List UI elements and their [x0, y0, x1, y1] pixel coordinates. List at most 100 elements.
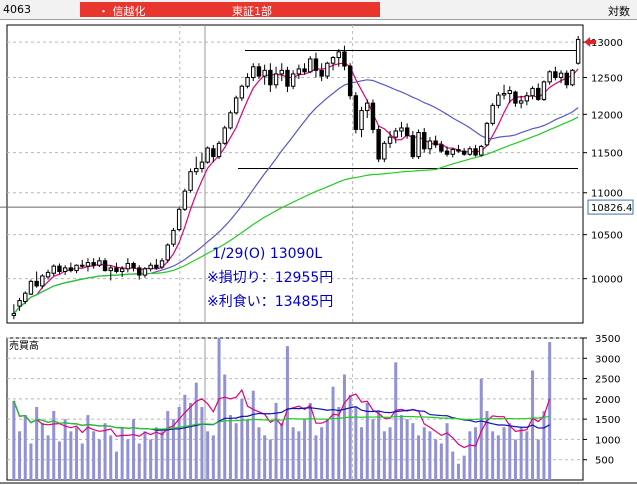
candle: [393, 130, 398, 138]
volume-bar: [280, 423, 284, 480]
volume-bar: [274, 402, 278, 480]
candle: [308, 58, 313, 73]
candle: [536, 87, 541, 100]
volume-bar: [439, 443, 443, 480]
current-price-box: [587, 199, 634, 215]
volume-bar: [428, 431, 432, 480]
stock-chart: 10000 10500 11000 11500 12000 12500 13000 10826…: [0, 24, 637, 484]
candle: [450, 149, 455, 155]
volume-average-line: [13, 400, 550, 430]
candle: [205, 147, 210, 163]
volume-bar: [491, 431, 495, 480]
volume-bar: [285, 346, 289, 480]
candle: [422, 132, 427, 150]
volume-bar: [291, 427, 295, 480]
volume-tick-label: 1000: [595, 435, 620, 446]
volume-bar: [75, 427, 79, 480]
candle: [558, 72, 564, 79]
volume-bar: [405, 419, 409, 480]
volume-bar: [160, 431, 164, 480]
volume-bar: [132, 419, 136, 480]
volume-title: 売買高: [9, 339, 39, 352]
volume-bar: [251, 390, 255, 480]
volume-bar: [171, 419, 175, 480]
volume-bar: [103, 423, 107, 480]
candle: [211, 148, 216, 158]
volume-bar: [502, 427, 506, 480]
candle: [336, 51, 341, 59]
candle: [74, 264, 79, 272]
candle: [541, 81, 547, 100]
candle: [159, 260, 165, 268]
candle: [176, 208, 182, 231]
volume-bar: [462, 455, 466, 480]
volume-bar: [451, 451, 455, 480]
volume-bar: [268, 439, 272, 480]
header-band: [80, 2, 380, 17]
candle: [188, 171, 193, 191]
volume-bar: [479, 378, 483, 480]
candle: [114, 267, 119, 272]
price-tick-label: 11000: [591, 189, 623, 200]
price-tick-label: 11500: [591, 149, 623, 160]
candle: [433, 140, 438, 146]
candle: [416, 132, 421, 158]
volume-bar: [348, 394, 352, 480]
credit-label: ・ 信越化: [98, 5, 146, 18]
volume-bar: [12, 400, 16, 480]
price-panel: [6, 24, 584, 324]
candle: [251, 66, 256, 79]
candle: [125, 262, 131, 270]
candle: [496, 94, 501, 106]
price-tick-label: 13000: [591, 38, 623, 49]
volume-bar: [69, 431, 73, 480]
candle: [17, 300, 22, 307]
volume-bar: [394, 362, 398, 480]
volume-bar: [388, 427, 392, 480]
chart-header: 4063 ・ 信越化 東証1部 対数: [0, 0, 637, 20]
volume-bar: [525, 431, 529, 480]
candle: [467, 148, 473, 155]
current-price-label: 10826.4: [591, 203, 632, 214]
candle: [91, 262, 96, 266]
candle: [518, 100, 524, 104]
candle: [137, 267, 142, 276]
candle: [239, 85, 245, 99]
candle: [530, 87, 535, 97]
volume-bar: [411, 423, 415, 480]
candle: [461, 150, 467, 155]
volume-bar: [18, 431, 22, 480]
candle: [34, 280, 39, 287]
volume-bar: [137, 443, 141, 480]
volume-bar: [183, 394, 187, 480]
volume-bar: [536, 439, 540, 480]
candle: [142, 268, 148, 276]
volume-bar: [228, 415, 232, 480]
candle: [11, 313, 17, 316]
volume-bar: [120, 427, 124, 480]
candle: [262, 69, 267, 77]
candle: [490, 104, 495, 124]
volume-bar: [308, 402, 312, 480]
candle: [57, 265, 62, 272]
volume-bar: [189, 402, 193, 480]
candle: [279, 69, 284, 75]
candle: [553, 71, 558, 79]
candle: [40, 275, 45, 287]
candle: [51, 265, 56, 274]
volume-bar: [257, 427, 261, 480]
candle: [359, 110, 364, 130]
volume-bar: [513, 439, 517, 480]
candle: [119, 268, 125, 272]
candle: [410, 135, 416, 158]
candle: [479, 145, 484, 156]
scale-toggle[interactable]: 対数: [608, 5, 630, 18]
volume-bar: [63, 419, 67, 480]
candle: [347, 65, 353, 97]
volume-bar: [23, 415, 27, 480]
volume-tick-label: 2000: [595, 395, 620, 406]
stock-code: 4063: [3, 3, 31, 16]
volume-bar: [325, 419, 329, 480]
volume-bar: [109, 435, 113, 480]
price-tick-label: 12500: [591, 74, 623, 85]
